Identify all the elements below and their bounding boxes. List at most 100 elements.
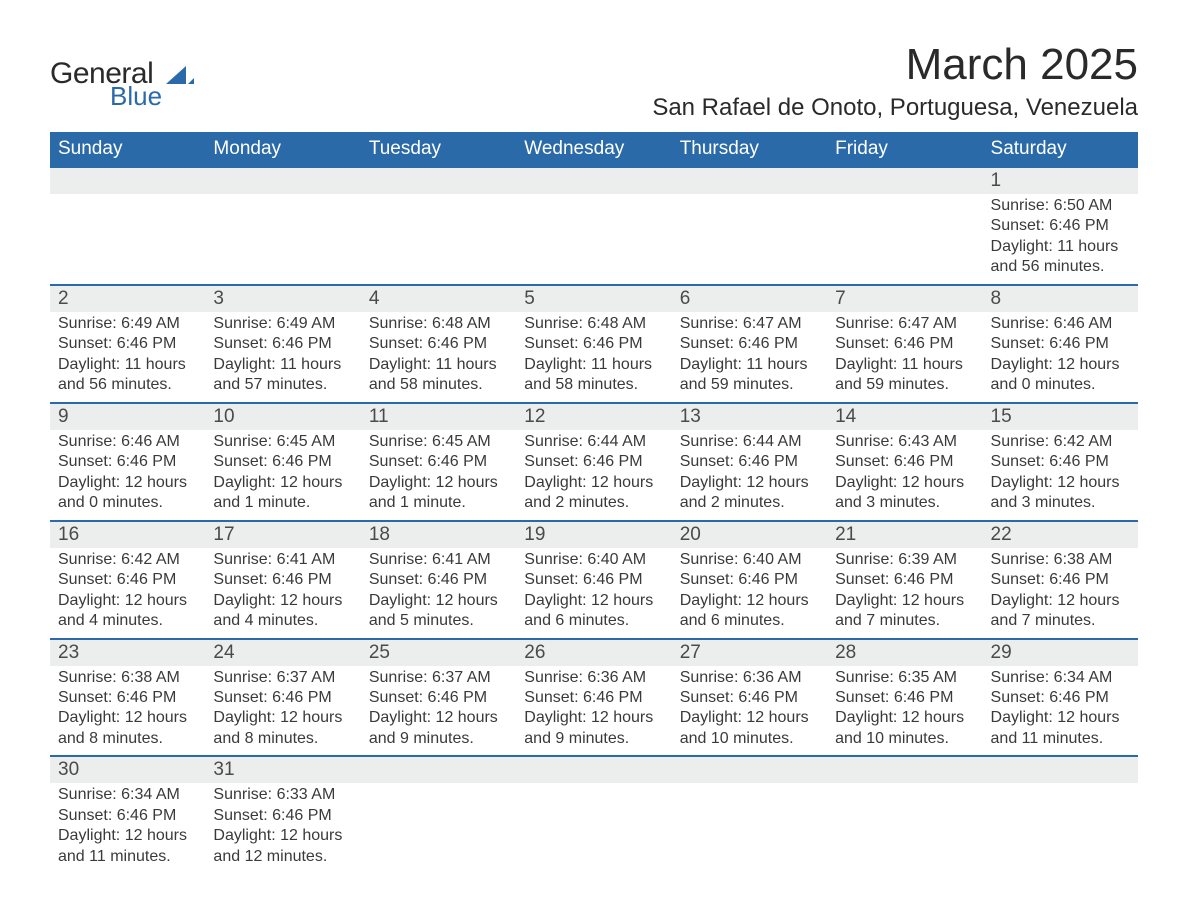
- day-details: [983, 783, 1138, 791]
- day-details: [50, 194, 205, 202]
- daylight2-text: and 56 minutes.: [991, 257, 1130, 277]
- day-cell: 22Sunrise: 6:38 AMSunset: 6:46 PMDayligh…: [983, 521, 1138, 639]
- daylight1-text: Daylight: 12 hours: [835, 708, 974, 728]
- day-cell: [516, 756, 671, 873]
- sunrise-text: Sunrise: 6:45 AM: [369, 432, 508, 452]
- day-details: Sunrise: 6:40 AMSunset: 6:46 PMDaylight:…: [672, 548, 827, 638]
- daylight2-text: and 56 minutes.: [58, 375, 197, 395]
- day-details: [827, 194, 982, 202]
- day-details: Sunrise: 6:47 AMSunset: 6:46 PMDaylight:…: [827, 312, 982, 402]
- sunset-text: Sunset: 6:46 PM: [58, 452, 197, 472]
- daylight1-text: Daylight: 12 hours: [524, 708, 663, 728]
- day-details: Sunrise: 6:45 AMSunset: 6:46 PMDaylight:…: [205, 430, 360, 520]
- daylight1-text: Daylight: 12 hours: [213, 591, 352, 611]
- day-details: Sunrise: 6:33 AMSunset: 6:46 PMDaylight:…: [205, 783, 360, 873]
- sunrise-text: Sunrise: 6:45 AM: [213, 432, 352, 452]
- day-of-week-header-row: Sunday Monday Tuesday Wednesday Thursday…: [50, 132, 1138, 167]
- day-cell: [672, 167, 827, 285]
- daylight1-text: Daylight: 11 hours: [369, 355, 508, 375]
- dow-friday: Friday: [827, 132, 982, 167]
- daylight1-text: Daylight: 12 hours: [524, 591, 663, 611]
- day-number-bar: 23: [50, 640, 205, 666]
- day-number: 4: [361, 286, 516, 312]
- day-number: 3: [205, 286, 360, 312]
- day-cell: 28Sunrise: 6:35 AMSunset: 6:46 PMDayligh…: [827, 639, 982, 757]
- day-number: [672, 757, 827, 783]
- day-number: [50, 168, 205, 194]
- day-number: 22: [983, 522, 1138, 548]
- day-number-bar: [50, 168, 205, 194]
- sunset-text: Sunset: 6:46 PM: [835, 452, 974, 472]
- daylight1-text: Daylight: 12 hours: [58, 473, 197, 493]
- day-number: [361, 757, 516, 783]
- day-cell: 16Sunrise: 6:42 AMSunset: 6:46 PMDayligh…: [50, 521, 205, 639]
- sunrise-text: Sunrise: 6:41 AM: [213, 550, 352, 570]
- day-number: 27: [672, 640, 827, 666]
- daylight2-text: and 8 minutes.: [58, 729, 197, 749]
- sunset-text: Sunset: 6:46 PM: [991, 570, 1130, 590]
- sunset-text: Sunset: 6:46 PM: [213, 334, 352, 354]
- sunset-text: Sunset: 6:46 PM: [524, 334, 663, 354]
- day-number: 23: [50, 640, 205, 666]
- day-number: [361, 168, 516, 194]
- day-details: Sunrise: 6:36 AMSunset: 6:46 PMDaylight:…: [516, 666, 671, 756]
- day-details: Sunrise: 6:40 AMSunset: 6:46 PMDaylight:…: [516, 548, 671, 638]
- dow-saturday: Saturday: [983, 132, 1138, 167]
- day-number-bar: [672, 168, 827, 194]
- dow-sunday: Sunday: [50, 132, 205, 167]
- month-title: March 2025: [652, 40, 1138, 90]
- week-row: 9Sunrise: 6:46 AMSunset: 6:46 PMDaylight…: [50, 403, 1138, 521]
- sunrise-text: Sunrise: 6:39 AM: [835, 550, 974, 570]
- day-cell: 13Sunrise: 6:44 AMSunset: 6:46 PMDayligh…: [672, 403, 827, 521]
- day-number-bar: 10: [205, 404, 360, 430]
- day-details: Sunrise: 6:46 AMSunset: 6:46 PMDaylight:…: [983, 312, 1138, 402]
- day-details: Sunrise: 6:49 AMSunset: 6:46 PMDaylight:…: [50, 312, 205, 402]
- daylight1-text: Daylight: 12 hours: [524, 473, 663, 493]
- daylight1-text: Daylight: 11 hours: [58, 355, 197, 375]
- day-number: 8: [983, 286, 1138, 312]
- day-details: [361, 194, 516, 202]
- day-number: 24: [205, 640, 360, 666]
- day-cell: [983, 756, 1138, 873]
- sunset-text: Sunset: 6:46 PM: [213, 806, 352, 826]
- day-number: 17: [205, 522, 360, 548]
- location-subtitle: San Rafael de Onoto, Portuguesa, Venezue…: [652, 94, 1138, 122]
- sunrise-text: Sunrise: 6:36 AM: [524, 668, 663, 688]
- day-cell: 26Sunrise: 6:36 AMSunset: 6:46 PMDayligh…: [516, 639, 671, 757]
- daylight2-text: and 4 minutes.: [58, 611, 197, 631]
- day-number: [205, 168, 360, 194]
- daylight1-text: Daylight: 12 hours: [369, 591, 508, 611]
- dow-monday: Monday: [205, 132, 360, 167]
- sunset-text: Sunset: 6:46 PM: [524, 688, 663, 708]
- daylight1-text: Daylight: 11 hours: [213, 355, 352, 375]
- day-number: 15: [983, 404, 1138, 430]
- day-number: 13: [672, 404, 827, 430]
- day-details: Sunrise: 6:50 AMSunset: 6:46 PMDaylight:…: [983, 194, 1138, 284]
- day-cell: 1Sunrise: 6:50 AMSunset: 6:46 PMDaylight…: [983, 167, 1138, 285]
- sunset-text: Sunset: 6:46 PM: [58, 806, 197, 826]
- daylight2-text: and 10 minutes.: [835, 729, 974, 749]
- daylight2-text: and 11 minutes.: [991, 729, 1130, 749]
- daylight1-text: Daylight: 12 hours: [369, 473, 508, 493]
- daylight1-text: Daylight: 12 hours: [835, 591, 974, 611]
- day-details: Sunrise: 6:34 AMSunset: 6:46 PMDaylight:…: [983, 666, 1138, 756]
- day-number-bar: 21: [827, 522, 982, 548]
- calendar-body: 1Sunrise: 6:50 AMSunset: 6:46 PMDaylight…: [50, 167, 1138, 873]
- day-cell: 17Sunrise: 6:41 AMSunset: 6:46 PMDayligh…: [205, 521, 360, 639]
- day-number-bar: 9: [50, 404, 205, 430]
- daylight1-text: Daylight: 12 hours: [680, 473, 819, 493]
- sunrise-text: Sunrise: 6:43 AM: [835, 432, 974, 452]
- day-details: Sunrise: 6:42 AMSunset: 6:46 PMDaylight:…: [983, 430, 1138, 520]
- day-number: 28: [827, 640, 982, 666]
- day-number: 29: [983, 640, 1138, 666]
- day-number-bar: [361, 757, 516, 783]
- day-cell: 27Sunrise: 6:36 AMSunset: 6:46 PMDayligh…: [672, 639, 827, 757]
- day-cell: [50, 167, 205, 285]
- day-cell: 12Sunrise: 6:44 AMSunset: 6:46 PMDayligh…: [516, 403, 671, 521]
- day-cell: 30Sunrise: 6:34 AMSunset: 6:46 PMDayligh…: [50, 756, 205, 873]
- day-number-bar: [983, 757, 1138, 783]
- daylight2-text: and 59 minutes.: [835, 375, 974, 395]
- sunset-text: Sunset: 6:46 PM: [680, 334, 819, 354]
- day-cell: 4Sunrise: 6:48 AMSunset: 6:46 PMDaylight…: [361, 285, 516, 403]
- sunrise-text: Sunrise: 6:44 AM: [680, 432, 819, 452]
